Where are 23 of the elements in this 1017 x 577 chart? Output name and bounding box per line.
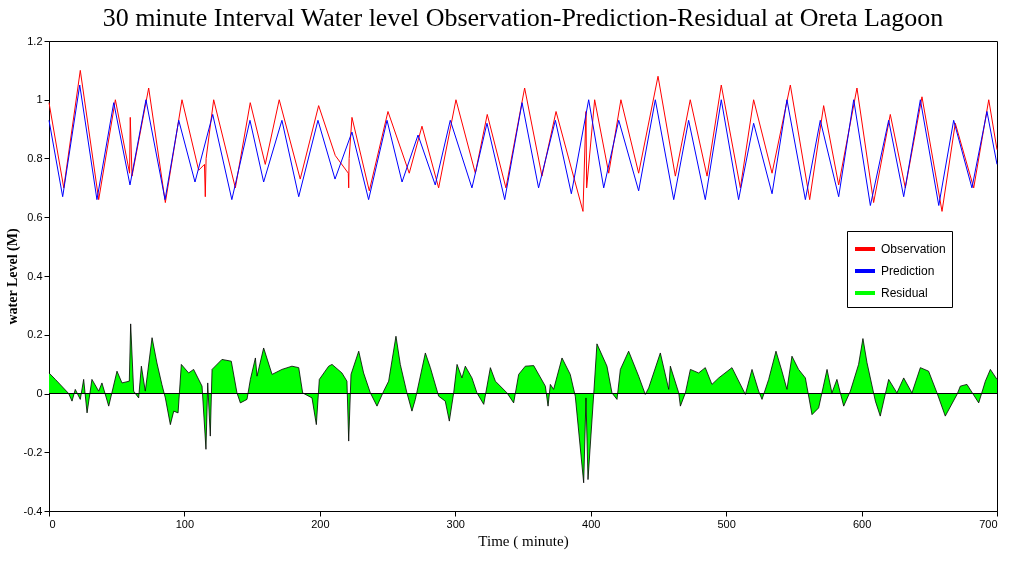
- y-axis-title: water Level (M): [4, 228, 21, 325]
- x-tick-label: 0: [49, 517, 56, 530]
- y-tick-label: -0.4: [23, 504, 43, 517]
- x-tick-label: 700: [979, 517, 998, 530]
- x-tick-label: 400: [582, 517, 601, 530]
- chart-title: 30 minute Interval Water level Observation-Prediction-Residual at Oreta Lagoon: [102, 3, 944, 32]
- y-tick-label: 0.2: [27, 328, 43, 341]
- y-tick-label: 1.2: [27, 34, 43, 47]
- x-tick-label: 600: [852, 517, 872, 530]
- x-tick-label: 300: [446, 517, 465, 530]
- legend-label: Observation: [881, 242, 946, 256]
- y-tick-label: 0.8: [27, 152, 43, 164]
- x-tick-label: 200: [311, 517, 330, 530]
- y-tick-label: 0.6: [27, 210, 43, 223]
- legend-label: Prediction: [881, 264, 935, 278]
- y-tick-label: -0.2: [23, 445, 43, 458]
- y-tick-label: 0.4: [27, 269, 43, 282]
- x-tick-label: 100: [175, 517, 195, 530]
- y-tick-label: 1: [36, 93, 43, 106]
- y-tick-label: 0: [36, 387, 43, 399]
- x-axis-title: Time ( minute): [478, 532, 569, 550]
- x-tick-label: 500: [717, 517, 736, 530]
- legend-label: Residual: [881, 286, 928, 300]
